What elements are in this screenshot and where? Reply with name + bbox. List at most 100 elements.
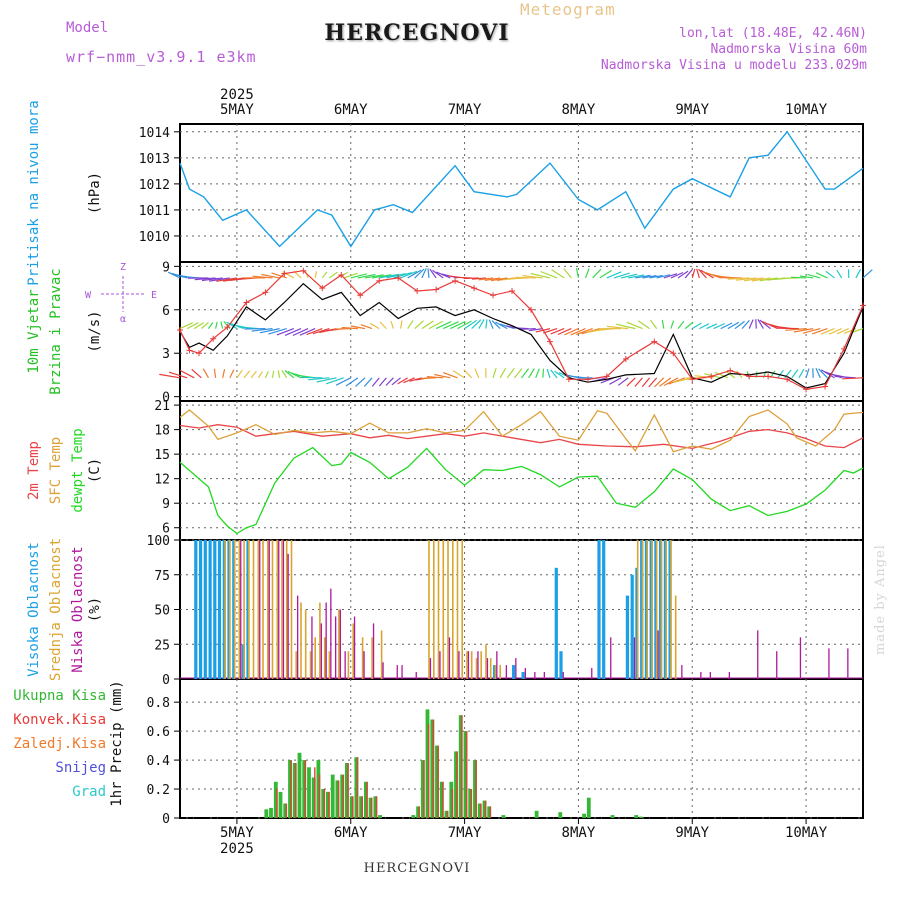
wind-barb (564, 328, 579, 336)
mid-cloud-bar (328, 651, 331, 679)
total-precip-bar (340, 774, 345, 818)
wind-barb (186, 322, 199, 330)
wind-barb (793, 328, 814, 333)
low-cloud-bar (268, 540, 270, 679)
conv-precip-bar (461, 715, 463, 818)
location-coords: lon,lat (18.48E, 42.46N) (679, 26, 867, 41)
wind-barb (421, 320, 434, 330)
low-cloud-bar (633, 637, 636, 679)
wind-barb (613, 272, 630, 279)
wind-barb (706, 323, 718, 330)
wind-barb (193, 322, 205, 330)
wind-barb (428, 320, 443, 330)
top-year-label: 2025 (220, 87, 254, 103)
top-day-label: 6MAY (334, 102, 368, 118)
wind-barb (807, 273, 821, 279)
low-cloud-bar (562, 672, 564, 679)
wind-barb (546, 368, 551, 379)
wind-barb (216, 277, 238, 282)
low-cloud-bar (776, 651, 778, 679)
low-cloud-bar (700, 672, 702, 679)
wind-barb (759, 319, 771, 330)
wind-gust-marker (376, 277, 383, 284)
total-precip-bar (610, 815, 615, 818)
high-cloud-bar (521, 672, 525, 679)
low-cloud-bar (757, 630, 759, 679)
high-cloud-bar (217, 540, 222, 679)
wind-barb (316, 377, 337, 383)
precip-ytick-label: 0.4 (147, 754, 171, 769)
mid-cloud-bar (262, 540, 264, 679)
conv-precip-bar (285, 803, 288, 818)
wind-gust-marker (784, 376, 791, 383)
wind-barb (659, 377, 672, 387)
wind-gust-marker (651, 338, 658, 345)
wind-barb (641, 377, 651, 388)
wind-barb (484, 277, 501, 281)
temp-sfc-line (179, 409, 864, 453)
low-cloud-bar (448, 637, 451, 679)
total-precip-bar (639, 816, 643, 818)
wind-barb (670, 271, 684, 279)
wind-barb (191, 368, 202, 379)
wind-barb (264, 371, 269, 379)
wind-gust-marker (414, 287, 421, 294)
wind-barb (862, 269, 873, 279)
wind-ytick-label: 0 (162, 391, 170, 406)
wind-gust-marker (746, 373, 753, 380)
wind-barb (379, 273, 399, 279)
mid-cloud-bar (452, 540, 454, 679)
wind-barb (179, 369, 195, 379)
total-precip-bar (368, 797, 373, 818)
wind-barb (390, 320, 395, 329)
mid-cloud-bar (433, 540, 435, 679)
wind-gust-marker (803, 386, 810, 393)
wind-barb (420, 377, 437, 380)
low-cloud-bar (486, 658, 489, 679)
total-precip-bar (278, 791, 283, 818)
wind-barb (314, 271, 318, 279)
mid-cloud-bar (485, 644, 487, 680)
high-cloud-bar (512, 665, 516, 679)
conv-precip-bar (375, 796, 378, 818)
wind-barb (333, 328, 351, 330)
wind-barb (522, 275, 543, 279)
low-cloud-bar (847, 648, 849, 679)
wind-barb (592, 268, 602, 279)
total-precip-bar (364, 781, 368, 818)
mid-cloud-bar (428, 540, 430, 679)
total-precip-bar (321, 789, 326, 818)
total-precip-bar (449, 781, 454, 818)
conv-precip-bar (446, 810, 449, 818)
page-title: HERCEGNOVI (324, 20, 510, 46)
wind-barb (329, 271, 338, 279)
compass-south: α (120, 314, 126, 325)
wind-barb (802, 328, 821, 334)
high-cloud-bar (222, 540, 226, 679)
low-cloud-bar (240, 540, 242, 679)
wind-barb (207, 322, 214, 329)
clouds-ytick-label: 25 (154, 638, 170, 653)
wind-barb (457, 320, 472, 330)
conv-precip-bar (290, 760, 292, 818)
wind-barb (515, 276, 536, 279)
wind-barb (202, 368, 209, 379)
wind-gust-marker (281, 270, 288, 277)
total-precip-bar (292, 763, 297, 818)
temperature-ytick-label: 9 (162, 497, 170, 512)
clouds-title-line: Visoka Oblacnost (26, 542, 42, 677)
mid-cloud-bar (257, 540, 260, 679)
wind-barb (551, 269, 565, 279)
wind-barb (851, 328, 864, 334)
precip-ytick-label: 0.8 (147, 696, 170, 711)
wind-title-line: Brzina i Pravac (48, 268, 64, 394)
wind-barb (257, 371, 263, 379)
wind-barb (432, 269, 444, 279)
low-cloud-bar (382, 662, 384, 679)
temperature-ytick-label: 18 (154, 424, 170, 439)
mid-cloud-bar (499, 665, 501, 679)
mid-cloud-bar (271, 540, 274, 679)
total-precip-bar (307, 767, 311, 818)
mid-cloud-bar (437, 540, 440, 679)
wind-gust-marker (765, 373, 772, 380)
